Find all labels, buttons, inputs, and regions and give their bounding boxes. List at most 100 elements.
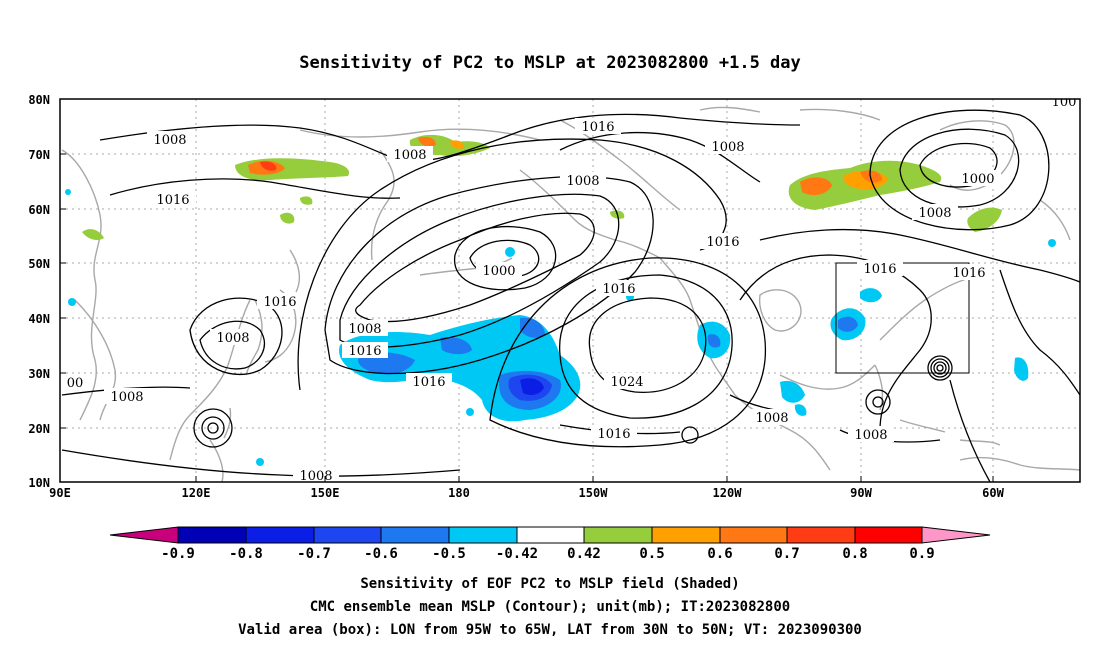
contour-label: 1000	[476, 262, 522, 279]
contour-labels: 1008 1008 1016 1008 1008 1016 1000 1008 …	[62, 95, 1080, 484]
colorbar-swatch	[380, 526, 450, 544]
contour-label: 1008	[749, 409, 795, 426]
colorbar-swatch	[583, 526, 653, 544]
lon-tick-label: 180	[448, 486, 470, 500]
svg-text:1008: 1008	[299, 469, 332, 484]
lat-tick-label: 50N	[28, 257, 50, 271]
map-title: Sensitivity of PC2 to MSLP at 2023082800…	[299, 53, 801, 73]
svg-text:1016: 1016	[581, 120, 614, 135]
map-area: 1008 1008 1016 1008 1008 1016 1000 1008 …	[60, 95, 1080, 484]
colorbar-swatch	[177, 526, 247, 544]
colorbar-swatch	[719, 526, 788, 544]
colorbar-label: -0.6	[364, 546, 398, 562]
contour-label: 1000	[955, 170, 1001, 187]
colorbar-low-triangle	[109, 526, 179, 544]
caption-line-3: Valid area (box): LON from 95W to 65W, L…	[238, 622, 862, 638]
lat-tick-label: 80N	[28, 93, 50, 107]
colorbar-swatch	[786, 526, 856, 544]
caption: Sensitivity of EOF PC2 to MSLP field (Sh…	[238, 576, 862, 638]
svg-text:1008: 1008	[393, 148, 426, 163]
svg-text:1008: 1008	[566, 174, 599, 189]
coastlines	[61, 106, 1080, 482]
svg-text:1016: 1016	[952, 266, 985, 281]
colorbar-swatch	[245, 526, 315, 544]
lon-tick-label: 90E	[49, 486, 71, 500]
axis-ticks	[60, 98, 994, 483]
lon-tick-label: 60W	[982, 486, 1004, 500]
colorbar-swatch	[448, 526, 518, 544]
lon-axis: 90E 120E 150E 180 150W 120W 90W 60W	[49, 486, 1004, 500]
contour-label: 1008	[848, 426, 894, 443]
colorbar-label: -0.7	[297, 546, 331, 562]
caption-line-2: CMC ensemble mean MSLP (Contour); unit(m…	[310, 599, 790, 615]
contour-label: 1008	[342, 320, 388, 337]
svg-text:1016: 1016	[348, 344, 381, 359]
svg-text:1016: 1016	[263, 295, 296, 310]
contour-label: 1016	[596, 280, 642, 297]
svg-text:1016: 1016	[706, 235, 739, 250]
contour-label: 100	[1048, 95, 1080, 110]
svg-text:1016: 1016	[597, 427, 630, 442]
colorbar-label: 0.8	[842, 546, 867, 562]
colorbar-label: 0.7	[774, 546, 799, 562]
contour-label: 1024	[604, 373, 650, 390]
svg-text:100: 100	[1052, 95, 1077, 110]
svg-text:1000: 1000	[961, 172, 994, 187]
svg-text:1016: 1016	[863, 262, 896, 277]
colorbar-label: -0.8	[229, 546, 263, 562]
colorbar-label: 0.42	[567, 546, 601, 562]
contour-label: 1008	[104, 388, 150, 405]
colorbar-label: -0.9	[161, 546, 195, 562]
colorbar-label: -0.42	[496, 546, 538, 562]
svg-text:1008: 1008	[711, 140, 744, 155]
contour-label: 1016	[946, 264, 992, 281]
contour-label: 1008	[705, 138, 751, 155]
lat-tick-label: 60N	[28, 203, 50, 217]
svg-text:1008: 1008	[153, 133, 186, 148]
lon-tick-label: 150W	[579, 486, 609, 500]
lon-tick-label: 150E	[311, 486, 340, 500]
lat-tick-label: 30N	[28, 367, 50, 381]
contour-label: 1016	[257, 293, 303, 310]
svg-text:1016: 1016	[412, 375, 445, 390]
svg-text:1008: 1008	[110, 390, 143, 405]
colorbar-label: -0.5	[432, 546, 466, 562]
lat-tick-label: 70N	[28, 148, 50, 162]
contour-label: 1008	[387, 146, 433, 163]
svg-text:1016: 1016	[156, 193, 189, 208]
svg-text:1008: 1008	[854, 428, 887, 443]
contour-label: 1008	[147, 131, 193, 148]
contour-label: 1008	[912, 204, 958, 221]
colorbar-swatch	[854, 526, 923, 544]
svg-text:1008: 1008	[918, 206, 951, 221]
contour-label: 1016	[591, 425, 637, 442]
colorbar	[109, 526, 991, 544]
contour-label: 1016	[700, 233, 746, 250]
colorbar-label: 0.5	[639, 546, 664, 562]
lon-tick-label: 120W	[713, 486, 743, 500]
colorbar-labels: -0.9 -0.8 -0.7 -0.6 -0.5 -0.42 0.42 0.5 …	[161, 546, 935, 562]
svg-text:1016: 1016	[602, 282, 635, 297]
svg-text:1000: 1000	[482, 264, 515, 279]
lon-tick-label: 90W	[850, 486, 872, 500]
svg-text:1024: 1024	[610, 375, 643, 390]
contour-label: 1016	[406, 373, 452, 390]
contour-label: 1016	[342, 342, 388, 359]
contour-label: 1008	[560, 172, 606, 189]
lat-axis: 80N 70N 60N 50N 40N 30N 20N 10N	[28, 93, 50, 490]
mslp-contours	[61, 109, 1080, 482]
contour-label: 1016	[575, 118, 621, 135]
svg-text:00: 00	[67, 376, 84, 391]
contour-label: 00	[62, 374, 88, 391]
caption-line-1: Sensitivity of EOF PC2 to MSLP field (Sh…	[360, 576, 739, 592]
colorbar-label: 0.9	[909, 546, 934, 562]
lon-tick-label: 120E	[182, 486, 211, 500]
colorbar-label: 0.6	[707, 546, 732, 562]
lat-tick-label: 40N	[28, 312, 50, 326]
colorbar-swatch	[651, 526, 721, 544]
svg-text:1008: 1008	[216, 331, 249, 346]
contour-label: 1008	[293, 467, 339, 484]
contour-label: 1016	[150, 191, 196, 208]
lat-tick-label: 20N	[28, 422, 50, 436]
colorbar-swatch	[516, 526, 585, 544]
